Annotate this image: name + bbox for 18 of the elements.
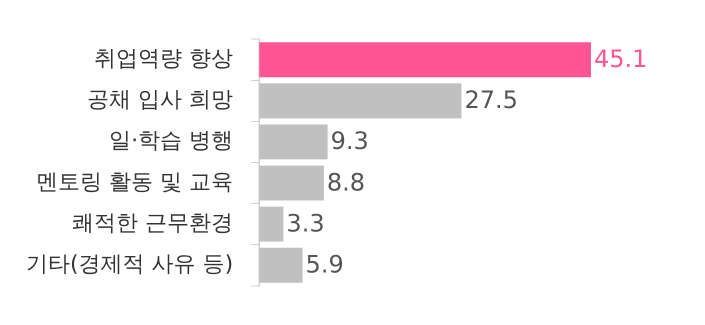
data-label: 5.9 [306,250,344,278]
y-tick-label: 공채 입사 희망 [87,88,234,113]
y-tick-label: 멘토링 활동 및 교육 [36,170,234,195]
bar [259,166,324,201]
y-tick-label: 일·학습 병행 [109,128,234,154]
data-label: 45.1 [594,44,648,73]
bar [259,248,303,283]
y-tick-label: 쾌적한 근무환경 [72,210,234,236]
data-label: 8.8 [326,168,366,196]
bar [259,83,462,118]
bar [259,206,284,242]
bar [259,124,328,160]
data-label: 27.5 [464,86,518,114]
data-label: 9.3 [330,127,369,156]
bar [259,42,591,78]
y-tick-label: 취업역량 향상 [94,46,234,72]
y-tick-label: 기타(경제적 사유 등) [26,252,234,277]
data-label: 3.3 [286,209,325,238]
